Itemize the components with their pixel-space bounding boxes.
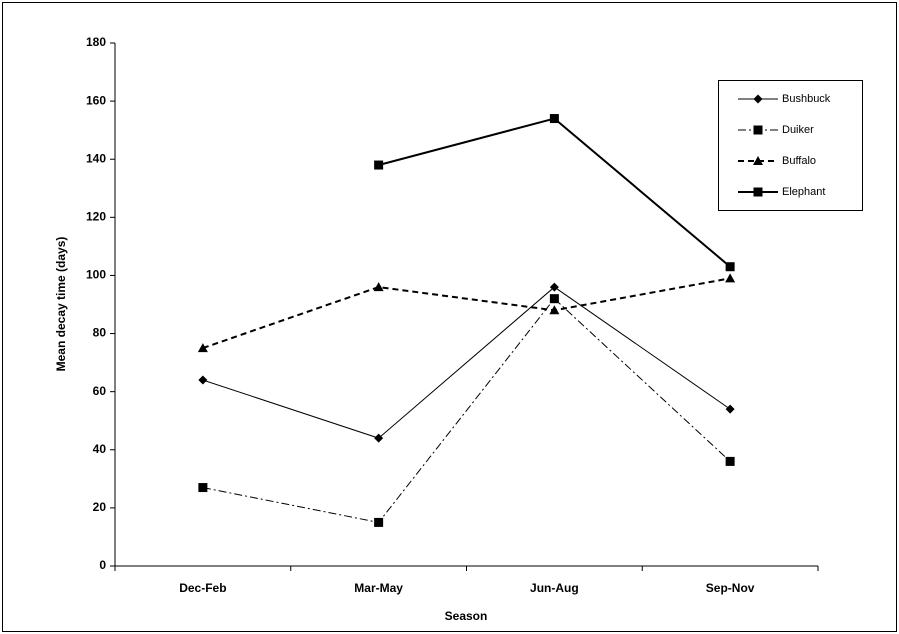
x-tick-label: Jun-Aug bbox=[530, 581, 579, 595]
legend-marker bbox=[753, 187, 763, 197]
legend-box bbox=[718, 80, 863, 211]
y-tick-label: 160 bbox=[86, 93, 106, 107]
y-tick-label: 180 bbox=[86, 35, 106, 49]
y-axis-title: Mean decay time (days) bbox=[54, 237, 68, 372]
legend-label: Elephant bbox=[782, 186, 825, 198]
y-tick-label: 80 bbox=[93, 326, 107, 340]
legend-label: Duiker bbox=[782, 124, 814, 136]
legend-marker bbox=[753, 94, 763, 104]
y-tick-label: 0 bbox=[99, 558, 106, 572]
series-line bbox=[202, 286, 731, 439]
marker bbox=[374, 433, 384, 443]
marker bbox=[725, 404, 735, 414]
y-tick-label: 40 bbox=[93, 442, 107, 456]
y-tick-label: 140 bbox=[86, 151, 106, 165]
marker bbox=[374, 160, 384, 170]
marker bbox=[725, 273, 736, 283]
marker bbox=[198, 375, 208, 385]
legend-label: Buffalo bbox=[782, 155, 816, 167]
y-tick-label: 20 bbox=[93, 500, 107, 514]
marker bbox=[373, 282, 384, 292]
y-tick-label: 120 bbox=[86, 210, 106, 224]
marker bbox=[725, 456, 735, 466]
marker bbox=[198, 483, 208, 493]
x-tick-label: Dec-Feb bbox=[179, 581, 226, 595]
x-tick-label: Mar-May bbox=[354, 581, 403, 595]
legend-label: Bushbuck bbox=[782, 93, 831, 105]
legend-marker bbox=[753, 156, 763, 165]
marker bbox=[374, 517, 384, 527]
marker bbox=[725, 262, 735, 272]
legend-marker bbox=[753, 125, 763, 135]
x-tick-label: Sep-Nov bbox=[706, 581, 755, 595]
marker bbox=[197, 343, 208, 353]
series-line bbox=[202, 277, 731, 350]
series-line bbox=[202, 297, 731, 523]
y-tick-label: 60 bbox=[93, 384, 107, 398]
marker bbox=[549, 305, 560, 315]
marker bbox=[549, 294, 559, 304]
x-axis-title: Season bbox=[445, 609, 488, 623]
marker bbox=[549, 114, 559, 124]
marker bbox=[549, 282, 559, 292]
y-tick-label: 100 bbox=[86, 268, 106, 282]
